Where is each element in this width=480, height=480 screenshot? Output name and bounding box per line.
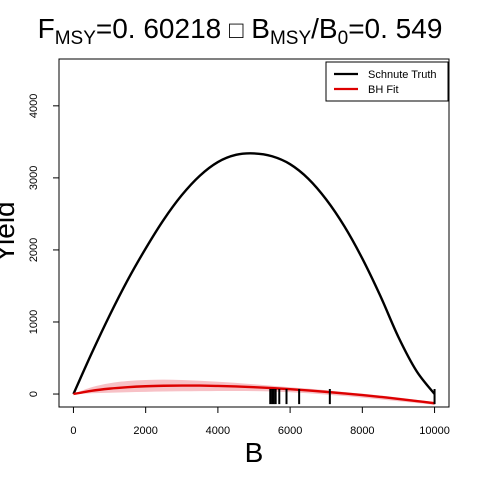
x-tick-label: 10000 bbox=[419, 425, 450, 437]
rug-marks bbox=[269, 388, 436, 405]
y-tick-label: 2000 bbox=[28, 238, 40, 262]
plot-frame bbox=[58, 58, 450, 408]
title-f-value: =0. 60218 bbox=[96, 13, 229, 44]
x-axis: 0 2000 4000 6000 8000 10000 bbox=[70, 406, 450, 437]
legend-label-schnute: Schnute Truth bbox=[368, 69, 437, 81]
x-tick-label: 2000 bbox=[133, 425, 157, 437]
y-axis-label: Yield bbox=[0, 201, 20, 262]
title-b-letter: B bbox=[244, 13, 270, 44]
y-axis: 0 1000 2000 3000 4000 bbox=[28, 94, 60, 397]
title-slash-b: /B bbox=[311, 13, 337, 44]
title-missing-glyph: □ bbox=[229, 17, 244, 44]
series-line-schnute-truth bbox=[72, 152, 436, 395]
x-axis-label: B bbox=[245, 437, 264, 468]
y-tick-label: 4000 bbox=[28, 94, 40, 118]
series-line-bh-fit bbox=[73, 384, 435, 405]
title-f-letter: F bbox=[38, 13, 55, 44]
legend: Schnute Truth BH Fit bbox=[325, 61, 449, 102]
title-b-sub: MSY bbox=[270, 28, 312, 49]
title-b0-sub: 0 bbox=[338, 28, 349, 49]
y-tick-label: 3000 bbox=[28, 166, 40, 190]
legend-label-bh: BH Fit bbox=[368, 84, 399, 96]
legend-box bbox=[325, 61, 449, 102]
plot-area bbox=[58, 58, 450, 408]
confidence-band bbox=[73, 379, 435, 405]
x-tick-label: 0 bbox=[70, 425, 76, 437]
series-layer bbox=[72, 152, 436, 405]
y-tick-label: 1000 bbox=[28, 310, 40, 334]
title-ratio-value: =0. 549 bbox=[348, 13, 442, 44]
x-tick-label: 6000 bbox=[278, 425, 302, 437]
title-f-sub: MSY bbox=[55, 28, 97, 49]
x-tick-label: 4000 bbox=[206, 425, 230, 437]
x-tick-label: 8000 bbox=[350, 425, 374, 437]
chart-title: FMSY=0. 60218 □ BMSY/B0=0. 549 bbox=[38, 13, 443, 49]
y-tick-label: 0 bbox=[28, 391, 40, 397]
